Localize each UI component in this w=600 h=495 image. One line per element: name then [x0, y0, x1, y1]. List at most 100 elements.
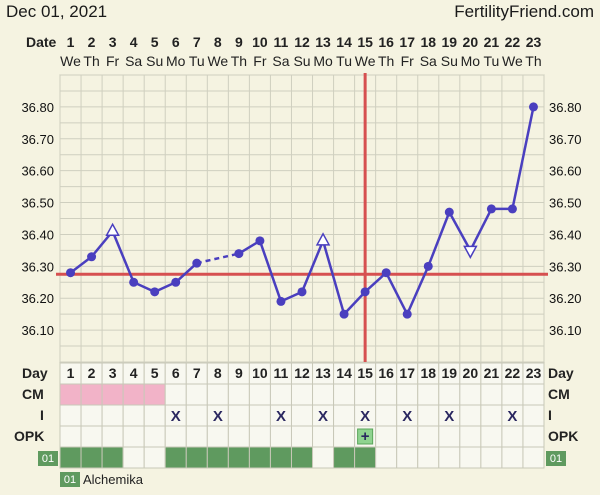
tag-badge-left-text: 01	[42, 453, 54, 465]
day-number-4: 4	[130, 34, 138, 50]
opk-cell-day-13	[312, 425, 335, 448]
opk-cell-day-3	[101, 425, 124, 448]
cm-cell-day-8	[206, 383, 229, 406]
temp-point-day-14	[339, 309, 349, 319]
day-number-16: 16	[378, 34, 394, 50]
opk-cell-day-11	[269, 425, 292, 448]
legend-tag-text: 01	[64, 474, 76, 486]
temp-segment	[258, 240, 283, 302]
grid-day-number-4: 4	[130, 365, 138, 381]
day-number-11: 11	[274, 34, 289, 50]
cm-cell-day-21	[480, 383, 503, 406]
legend-name: Alchemika	[83, 472, 144, 487]
day-number-20: 20	[463, 34, 479, 50]
opk-cell-day-6	[164, 425, 187, 448]
tag-cell-day-15	[354, 446, 377, 469]
weekday-11: Sa	[272, 53, 289, 69]
tag-cell-day-14	[333, 446, 356, 469]
intercourse-mark-day-11: X	[276, 408, 286, 425]
grid-day-number-3: 3	[109, 365, 117, 381]
y-tick-right: 36.40	[549, 227, 582, 242]
i-cell-day-10	[248, 404, 271, 427]
temp-segment	[511, 106, 535, 210]
intercourse-mark-day-8: X	[213, 408, 223, 425]
temp-point-day-18	[423, 261, 433, 271]
grid-day-number-20: 20	[463, 365, 479, 381]
day-number-5: 5	[151, 34, 159, 50]
tag-cell-day-11	[269, 446, 292, 469]
cm-cell-day-3	[101, 383, 124, 406]
day-number-21: 21	[484, 34, 500, 50]
weekday-23: Th	[525, 53, 541, 69]
y-tick-right: 36.50	[549, 196, 582, 211]
temp-point-day-23	[528, 102, 538, 112]
grid-day-number-5: 5	[151, 365, 159, 381]
opk-cell-day-10	[248, 425, 271, 448]
temp-point-day-1	[66, 268, 76, 278]
tag-cell-day-23	[522, 446, 545, 469]
cm-cell-day-4	[122, 383, 145, 406]
i-cell-day-23	[522, 404, 545, 427]
y-tick-left: 36.30	[21, 259, 54, 274]
y-tick-left: 36.70	[21, 132, 54, 147]
opk-cell-day-7	[185, 425, 208, 448]
day-number-1: 1	[67, 34, 75, 50]
day-number-3: 3	[109, 34, 117, 50]
i-row-label-left: I	[40, 407, 44, 423]
intercourse-mark-day-22: X	[507, 408, 517, 425]
i-cell-day-18	[417, 404, 440, 427]
opk-cell-day-9	[227, 425, 250, 448]
temp-point-day-5	[150, 287, 160, 297]
tag-cell-day-12	[290, 446, 314, 469]
temp-point-day-11	[276, 296, 286, 306]
cm-row-label-left: CM	[22, 386, 44, 402]
i-cell-day-7	[185, 404, 208, 427]
temp-segment	[406, 265, 430, 315]
cm-cell-day-17	[396, 383, 419, 406]
temp-segment	[364, 271, 388, 293]
opk-cell-day-20	[459, 425, 482, 448]
weekday-2: Th	[83, 53, 99, 69]
tag-cell-day-17	[396, 446, 419, 469]
grid-day-number-17: 17	[399, 365, 415, 381]
grid-day-number-9: 9	[235, 365, 243, 381]
opk-cell-day-4	[122, 425, 145, 448]
weekday-8: We	[207, 53, 228, 69]
temp-point-open-day-3	[105, 222, 120, 237]
day-number-14: 14	[336, 34, 352, 50]
temp-point-day-22	[507, 204, 517, 214]
i-cell-day-21	[480, 404, 503, 427]
opk-cell-day-16	[375, 425, 398, 448]
weekday-19: Su	[441, 53, 458, 69]
grid-day-number-11: 11	[274, 365, 289, 381]
tag-cell-day-10	[248, 446, 271, 469]
date-row-label: Date	[26, 34, 57, 50]
grid-day-number-18: 18	[420, 365, 436, 381]
cm-cell-day-16	[375, 383, 398, 406]
day-number-17: 17	[399, 34, 415, 50]
cm-cell-day-14	[333, 383, 356, 406]
day-row-label-left: Day	[22, 365, 48, 381]
opk-cell-day-12	[290, 425, 314, 448]
intercourse-mark-day-15: X	[360, 408, 370, 425]
i-cell-day-16	[375, 404, 398, 427]
y-tick-right: 36.10	[549, 323, 582, 338]
weekday-4: Sa	[125, 53, 142, 69]
day-number-12: 12	[294, 34, 310, 50]
tag-cell-day-21	[480, 446, 503, 469]
tag-cell-day-3	[101, 446, 124, 469]
tag-cell-day-9	[227, 446, 250, 469]
brand-name: FertilityFriend.com	[454, 2, 594, 21]
cm-row-label-right: CM	[548, 386, 570, 402]
y-tick-left: 36.50	[21, 196, 54, 211]
day-number-2: 2	[88, 34, 96, 50]
y-tick-right: 36.20	[549, 291, 582, 306]
day-number-10: 10	[252, 34, 268, 50]
temp-segment	[196, 252, 240, 265]
weekday-22: We	[502, 53, 523, 69]
cm-cell-day-12	[290, 383, 314, 406]
temp-point-day-21	[486, 204, 496, 214]
tag-cell-day-16	[375, 446, 398, 469]
cm-cell-day-1	[59, 383, 82, 406]
